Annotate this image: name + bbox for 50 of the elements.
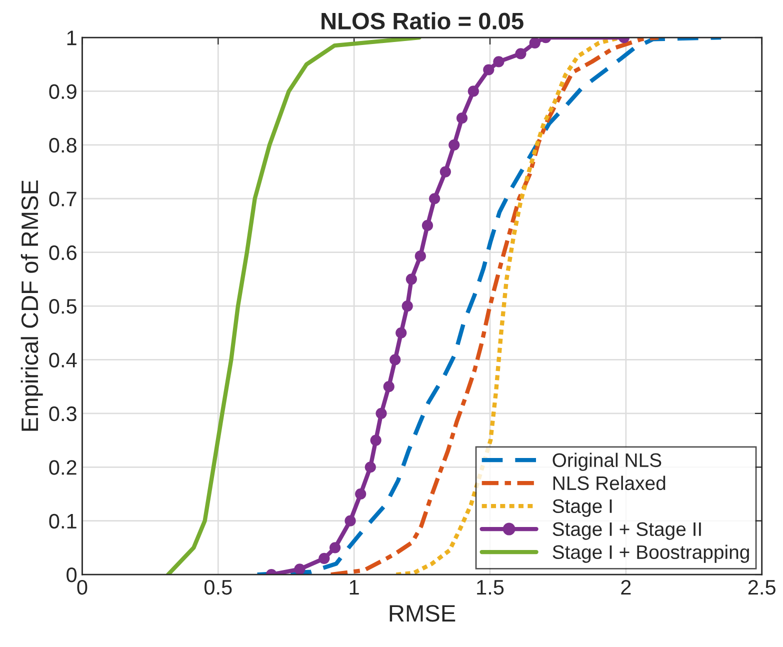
chart-title: NLOS Ratio = 0.05 — [322, 12, 524, 30]
x-tick-label: 1.5 — [477, 580, 504, 595]
y-tick-label: 0.1 — [49, 514, 76, 529]
y-tick-label: 0.7 — [49, 192, 76, 206]
point — [402, 300, 413, 312]
y-tick-label: 0 — [66, 568, 77, 582]
point — [422, 220, 434, 232]
point — [414, 250, 426, 262]
x-tick-label: 0.5 — [204, 580, 232, 595]
point — [483, 64, 494, 76]
x-tick-label: 0 — [77, 580, 88, 595]
x-tick-label: 2 — [621, 580, 631, 594]
point — [440, 166, 451, 178]
legend-label: NLS Relaxed — [553, 476, 666, 490]
x-axis-title: RMSE — [390, 604, 456, 622]
point — [383, 381, 394, 392]
y-tick-label: 1 — [67, 30, 76, 46]
point — [329, 542, 341, 554]
legend-label: Stage I + Boostrapping — [552, 544, 749, 563]
point — [406, 274, 417, 285]
point — [428, 193, 440, 204]
point — [493, 56, 504, 68]
point — [390, 354, 401, 366]
point — [515, 48, 526, 60]
y-tick-label: 0.4 — [49, 352, 77, 368]
legend-label: Stage I + Stage II — [552, 522, 701, 540]
line-series — [166, 38, 422, 575]
legend-label: Stage I — [552, 499, 612, 517]
point — [396, 327, 407, 338]
x-tick-label: 2.5 — [748, 580, 776, 595]
y-tick-label: 0.6 — [49, 245, 76, 260]
point — [294, 564, 306, 575]
point — [456, 112, 468, 124]
point — [468, 86, 479, 97]
point — [364, 462, 376, 473]
legend-label: Original NLS — [552, 452, 662, 471]
y-tick-label: 0.8 — [49, 138, 76, 153]
point — [529, 38, 540, 48]
point — [355, 488, 366, 500]
y-axis-title: Empirical CDF of RMSE — [20, 180, 43, 431]
point — [448, 139, 460, 150]
point — [370, 434, 382, 446]
x-tick-label: 1 — [350, 580, 359, 594]
y-tick-label: 0.5 — [49, 299, 76, 314]
y-tick-label: 0.3 — [49, 406, 76, 422]
point — [344, 515, 356, 526]
y-tick-label: 0.2 — [49, 460, 76, 475]
y-tick-label: 0.9 — [49, 84, 76, 99]
point — [376, 408, 387, 419]
point — [318, 552, 330, 564]
